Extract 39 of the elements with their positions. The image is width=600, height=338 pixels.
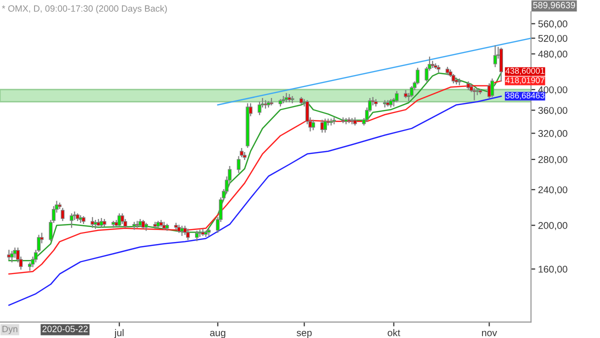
candlestick xyxy=(323,118,328,133)
y-tick-label: 200,00 xyxy=(538,222,568,230)
candlestick xyxy=(236,156,240,173)
x-tick-label: nov xyxy=(482,330,498,336)
candlestick xyxy=(493,45,498,68)
x-tick-label: sep xyxy=(296,330,312,338)
line-series xyxy=(8,96,502,306)
candlestick xyxy=(120,213,124,224)
y-tick-label: 560,00 xyxy=(538,20,568,28)
candlestick xyxy=(490,78,494,98)
candlestick xyxy=(394,91,399,102)
y-tick-label: 280,00 xyxy=(538,156,568,164)
y-tick-label: 400,00 xyxy=(538,86,568,94)
x-tick-label: jul xyxy=(114,329,124,338)
y-tick-label: 320,00 xyxy=(538,130,568,138)
candlestick xyxy=(499,48,504,82)
annotation: 418,01907 xyxy=(506,77,544,84)
candlestick xyxy=(186,228,190,240)
candlestick xyxy=(472,88,476,100)
candlestick xyxy=(90,217,94,228)
y-tick-label: 480,00 xyxy=(538,50,568,59)
y-tick-label: 240,00 xyxy=(538,186,568,194)
text: 589,96639 xyxy=(533,2,576,10)
y-tick-label: 160,00 xyxy=(538,266,568,274)
y-tick-label: 520,00 xyxy=(538,34,568,43)
candlestick xyxy=(258,102,262,116)
x-tick-label: aug xyxy=(210,330,226,338)
candlestick xyxy=(10,250,14,262)
chart-title: * OMX, D, 09:00-17:30 (2000 Days Back) xyxy=(2,5,167,14)
x-tick-label: okt xyxy=(388,329,400,336)
candlestick xyxy=(70,213,74,228)
text: Dyn xyxy=(2,326,18,334)
candlestick xyxy=(195,230,199,242)
annotation: 438,60001 xyxy=(506,68,544,75)
y-tick-label: 360,00 xyxy=(538,106,568,115)
annotation: 386,68463 xyxy=(506,92,544,100)
candlestick xyxy=(60,208,64,222)
candlestick xyxy=(311,120,316,130)
text: 2020-05-22 xyxy=(42,326,88,332)
